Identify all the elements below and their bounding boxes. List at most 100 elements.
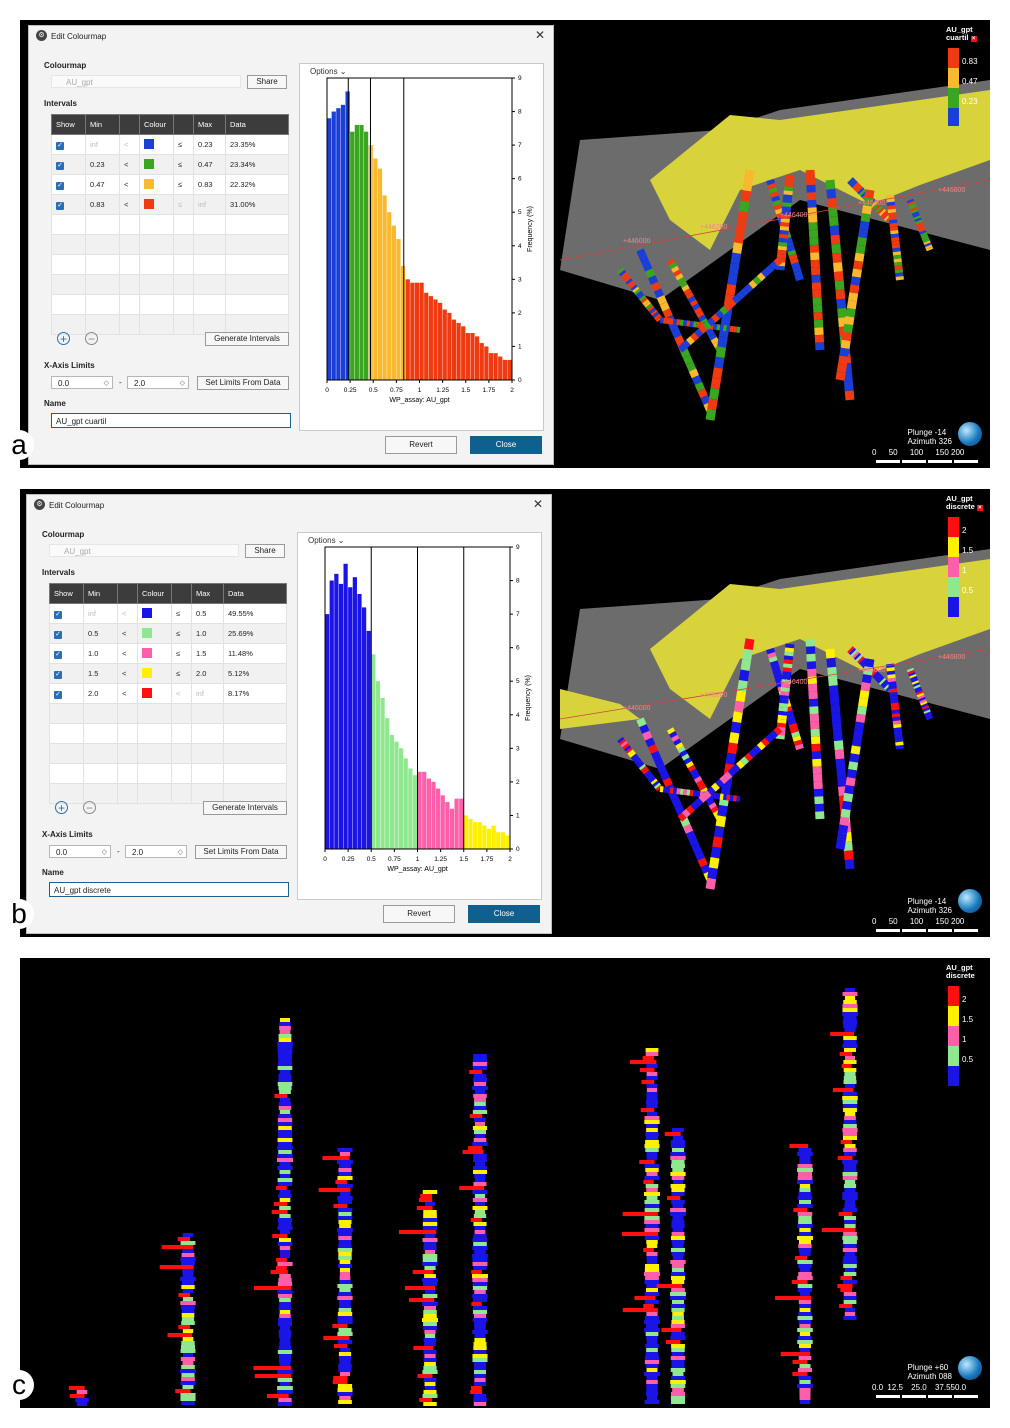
scale-tick: 150 [935, 448, 949, 457]
revert-button[interactable]: Revert [385, 436, 457, 454]
orientation-globe-icon[interactable] [958, 1356, 982, 1380]
max-cell[interactable]: inf [191, 683, 224, 704]
drillhole-interval [182, 1329, 194, 1333]
drillhole-interval [419, 1398, 433, 1402]
show-checkbox[interactable]: ✓ [56, 181, 64, 190]
colour-swatch[interactable] [144, 138, 154, 149]
drillhole-interval [646, 1096, 658, 1100]
generate-intervals-button[interactable]: Generate Intervals [205, 332, 289, 346]
drillhole-segment [694, 776, 703, 784]
show-checkbox[interactable]: ✓ [54, 670, 62, 679]
colour-swatch[interactable] [144, 158, 154, 169]
orientation-globe-icon[interactable] [958, 422, 982, 446]
colour-swatch[interactable] [144, 198, 154, 209]
table-row[interactable]: ✓ 0.23 < ≤0.47 23.34% [51, 154, 289, 175]
drillhole-interval [671, 1188, 685, 1192]
drillhole-interval [844, 1220, 856, 1224]
name-input[interactable]: AU_gpt cuartil [51, 413, 291, 428]
3d-scene-b[interactable] [20, 489, 990, 937]
close-icon[interactable]: ✕ [532, 497, 543, 511]
table-row[interactable]: ✓ 2.0 < < inf 8.17% [49, 683, 287, 704]
set-limits-button[interactable]: Set Limits From Data [197, 376, 289, 390]
share-button[interactable]: Share [245, 544, 285, 558]
table-row[interactable]: ✓ 1.5 < ≤2.0 5.12% [49, 663, 287, 684]
drillhole-interval [424, 1330, 436, 1334]
drillhole-segment [735, 690, 747, 703]
table-row[interactable]: ✓ inf < ≤0.23 23.35% [51, 134, 289, 155]
drillhole-segment [662, 308, 673, 319]
min-cell[interactable]: inf [83, 603, 118, 624]
col-header [119, 114, 140, 135]
add-interval-button[interactable]: + [55, 801, 68, 814]
min-cell[interactable]: inf [85, 134, 120, 155]
max-cell[interactable]: 0.5 [191, 603, 224, 624]
min-cell[interactable]: 1.0 [83, 643, 118, 664]
options-dropdown[interactable]: Options ⌄ [308, 536, 345, 545]
max-cell[interactable]: inf [193, 194, 226, 215]
colour-swatch[interactable] [142, 627, 152, 638]
show-checkbox[interactable]: ✓ [54, 630, 62, 639]
options-dropdown[interactable]: Options ⌄ [310, 67, 347, 76]
share-button[interactable]: Share [247, 75, 287, 89]
xmin-input[interactable]: 0.0 ◇ [51, 376, 113, 389]
min-cell[interactable]: 0.5 [83, 623, 118, 644]
colourmap-select[interactable]: AU_gpt [51, 75, 241, 88]
max-cell[interactable]: 2.0 [191, 663, 224, 684]
min-cell[interactable]: 2.0 [83, 683, 118, 704]
table-row[interactable]: ✓ 0.47 < ≤0.83 22.32% [51, 174, 289, 195]
orientation-globe-icon[interactable] [958, 889, 982, 913]
close-icon[interactable]: × [970, 36, 977, 42]
colour-swatch[interactable] [142, 687, 152, 698]
close-icon[interactable]: × [976, 505, 983, 511]
x-tick-label: 2 [508, 856, 512, 863]
colour-swatch[interactable] [142, 647, 152, 658]
table-row[interactable]: ✓ inf < ≤0.5 49.55% [49, 603, 287, 624]
generate-intervals-button[interactable]: Generate Intervals [203, 801, 287, 815]
xmax-input[interactable]: 2.0 ◇ [125, 845, 187, 858]
colour-swatch[interactable] [144, 178, 154, 189]
min-cell[interactable]: 0.23 [85, 154, 120, 175]
drillhole-interval [277, 1054, 293, 1058]
drillhole-segment [858, 657, 867, 666]
revert-button[interactable]: Revert [383, 905, 455, 923]
set-limits-button[interactable]: Set Limits From Data [195, 845, 287, 859]
table-row[interactable]: ✓ 0.5 < ≤1.0 25.69% [49, 623, 287, 644]
table-row[interactable]: ✓ 1.0 < ≤1.5 11.48% [49, 643, 287, 664]
show-checkbox[interactable]: ✓ [54, 690, 62, 699]
show-checkbox[interactable]: ✓ [56, 161, 64, 170]
3d-scene-c[interactable] [20, 958, 990, 1408]
close-button[interactable]: Close [470, 436, 542, 454]
show-checkbox[interactable]: ✓ [54, 650, 62, 659]
max-cell[interactable]: 0.83 [193, 174, 226, 195]
drillhole-segment [772, 668, 782, 676]
show-checkbox[interactable]: ✓ [56, 141, 64, 150]
xmin-input[interactable]: 0.0 ◇ [49, 845, 111, 858]
3d-scene-a[interactable] [20, 20, 990, 468]
min-cell[interactable]: 0.83 [85, 194, 120, 215]
drillhole-segment [732, 711, 743, 724]
table-row[interactable]: ✓ 0.83 < ≤ inf 31.00% [51, 194, 289, 215]
show-checkbox[interactable]: ✓ [56, 201, 64, 210]
colourmap-select[interactable]: AU_gpt [49, 544, 239, 557]
max-cell[interactable]: 1.5 [191, 643, 224, 664]
close-icon[interactable]: ✕ [534, 28, 545, 42]
show-checkbox[interactable]: ✓ [54, 610, 62, 619]
max-cell[interactable]: 1.0 [191, 623, 224, 644]
drillhole-interval [672, 1312, 684, 1316]
drillhole-interval [646, 1336, 658, 1340]
name-input[interactable]: AU_gpt discrete [49, 882, 289, 897]
add-interval-button[interactable]: + [57, 332, 70, 345]
min-cell[interactable]: 0.47 [85, 174, 120, 195]
colour-swatch[interactable] [142, 607, 152, 618]
drillhole-segment [832, 252, 842, 263]
drillhole-interval [472, 1262, 488, 1266]
colour-swatch[interactable] [142, 667, 152, 678]
xmax-input[interactable]: 2.0 ◇ [127, 376, 189, 389]
min-cell[interactable]: 1.5 [83, 663, 118, 684]
max-cell[interactable]: 0.47 [193, 154, 226, 175]
drillhole-interval [462, 1150, 484, 1154]
close-button[interactable]: Close [468, 905, 540, 923]
remove-interval-button[interactable]: − [83, 801, 96, 814]
remove-interval-button[interactable]: − [85, 332, 98, 345]
max-cell[interactable]: 0.23 [193, 134, 226, 155]
